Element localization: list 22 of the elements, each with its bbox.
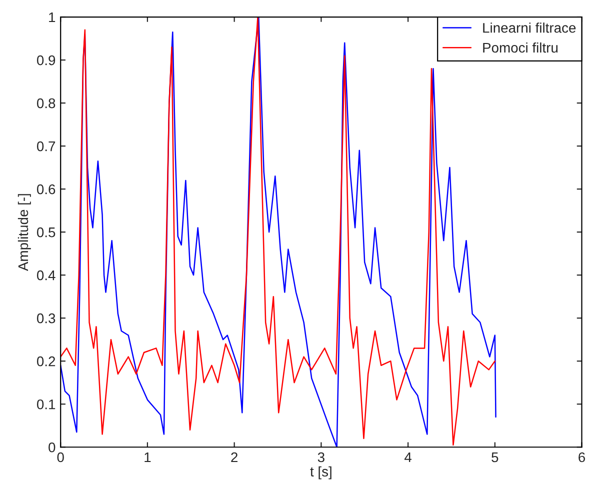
x-tick-label: 5 <box>492 452 498 462</box>
x-tick-label: 2 <box>231 452 238 462</box>
y-tick-label: 0.6 <box>36 184 56 194</box>
y-tick-label: 0.1 <box>36 399 56 410</box>
x-axis-title: t [s] <box>310 466 332 480</box>
y-tick-label: 0.4 <box>36 270 56 280</box>
y-tick-label: 0.3 <box>36 313 56 324</box>
legend-label: Pomoci filtru <box>483 42 558 53</box>
x-tick-label: 4 <box>404 452 412 462</box>
y-tick-label: 1 <box>49 12 56 22</box>
y-tick-label: 0.2 <box>36 356 56 366</box>
x-tick-label: 1 <box>144 452 151 462</box>
y-tick-label: 0.9 <box>36 55 56 66</box>
y-tick-label: 0.7 <box>36 141 56 152</box>
y-axis-title: Amplitude [-] <box>18 194 31 272</box>
y-tick-label: 0.5 <box>36 227 56 238</box>
legend-label: Linearni filtrace <box>483 22 576 33</box>
y-tick-label: 0.8 <box>36 98 56 108</box>
x-tick-label: 3 <box>318 452 324 462</box>
x-tick-label: 6 <box>578 452 586 462</box>
y-tick-label: 0 <box>48 442 56 452</box>
x-tick-label: 0 <box>57 452 64 462</box>
